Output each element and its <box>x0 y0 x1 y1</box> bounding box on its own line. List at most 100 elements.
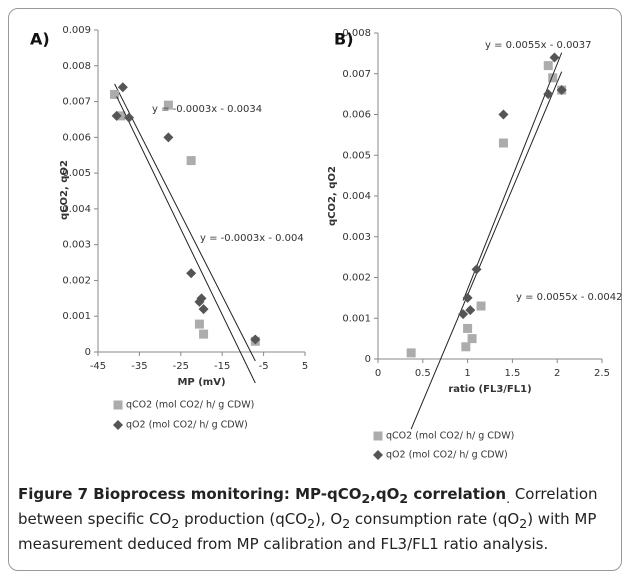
point <box>111 110 122 121</box>
subscript: . <box>506 491 511 506</box>
point <box>406 348 416 358</box>
y-tick-label: 0.001 <box>62 311 91 322</box>
point <box>458 309 469 320</box>
text-run: ) with MP measurement deduced from MP ca… <box>18 510 597 553</box>
text-run: Correlation between specific CO <box>18 485 598 528</box>
subscript: 2 <box>307 516 315 531</box>
subscript: 2 <box>519 516 528 531</box>
x-tick-label: -15 <box>214 361 230 372</box>
text-run: Figure 7 Bioprocess monitoring: MP-qCO <box>18 485 362 503</box>
y-tick-label: 0.005 <box>342 150 371 161</box>
x-tick-label: 0 <box>375 368 381 379</box>
point <box>117 82 128 93</box>
y-tick-label: 0.001 <box>342 313 371 324</box>
point <box>549 52 560 63</box>
y-tick-label: 0.004 <box>342 191 371 202</box>
x-tick-label: -45 <box>90 361 106 372</box>
y-tick-label: 0.006 <box>342 110 371 121</box>
y-tick-label: 0.004 <box>62 204 91 215</box>
legend-marker <box>373 431 383 441</box>
panel-label: A) <box>30 30 50 49</box>
y-tick-label: 0.006 <box>62 132 91 143</box>
annotation: y = -0.0003x - 0.004 <box>200 233 304 244</box>
point <box>194 319 204 329</box>
point <box>463 323 473 333</box>
trendline <box>116 96 256 384</box>
point <box>461 342 471 352</box>
figure: A) 0 0.001 0.002 0.003 0.004 0.005 0.006 0.007 0.… <box>30 25 623 461</box>
subscript: 2 <box>399 491 409 506</box>
y-tick-label: 0.008 <box>62 61 91 72</box>
y-tick-label: 0.003 <box>342 232 371 243</box>
point <box>543 89 554 100</box>
subscript: 2 <box>342 516 351 531</box>
point <box>465 305 476 316</box>
annotation: y = 0.0055x - 0.0042 <box>516 292 623 303</box>
legend-label: qO2 (mol CO2/ h/ g CDW) <box>126 420 248 431</box>
caption-title: Figure 7 Bioprocess monitoring: MP-qCO2,… <box>18 485 511 506</box>
y-axis-label: qCO2, qO2 <box>327 166 338 226</box>
text-run: production (qCO <box>179 510 308 528</box>
y-tick-label: 0.009 <box>62 25 91 36</box>
point <box>196 293 207 304</box>
subscript: 2 <box>361 491 371 506</box>
trendline <box>462 52 563 301</box>
caption-text: Correlation between specific CO2 product… <box>18 485 598 553</box>
point <box>186 268 197 279</box>
x-axis-label: ratio (FL3/FL1) <box>448 384 531 395</box>
point <box>124 112 135 123</box>
x-tick-label: -25 <box>173 361 189 372</box>
y-tick-label: 0.008 <box>342 28 371 39</box>
annotation: y = 0.0055x - 0.0037 <box>485 40 592 51</box>
point <box>163 132 174 143</box>
point <box>556 85 567 96</box>
point <box>498 109 509 120</box>
text-run: ,qO <box>370 485 400 503</box>
text-run: consumption rate (qO <box>350 510 520 528</box>
y-axis-label: qCO2, qO2 <box>59 160 70 220</box>
point <box>543 61 553 71</box>
annotation: y = -0.0003x - 0.0034 <box>152 104 262 115</box>
subscript: 2 <box>171 516 180 531</box>
y-tick-label: 0.002 <box>62 275 91 286</box>
point <box>250 334 261 345</box>
point <box>110 89 120 99</box>
legend-marker <box>113 420 123 430</box>
text-run: correlation <box>408 485 507 503</box>
x-axis-label: MP (mV) <box>177 377 225 388</box>
x-tick-label: 2 <box>554 368 560 379</box>
x-tick-label: 0.5 <box>415 368 431 379</box>
y-tick-label: 0.002 <box>342 273 371 284</box>
point <box>471 264 482 275</box>
figure-frame <box>8 8 622 571</box>
legend-marker <box>113 400 123 410</box>
y-tick-label: 0.007 <box>62 97 91 108</box>
point <box>186 156 196 166</box>
panel-label: B) <box>334 30 354 49</box>
y-tick-label: 0.005 <box>62 168 91 179</box>
legend-label: qCO2 (mol CO2/ h/ g CDW) <box>126 400 254 411</box>
x-tick-label: -5 <box>259 361 269 372</box>
point <box>548 73 558 83</box>
y-tick-label: 0.003 <box>62 240 91 251</box>
point <box>498 138 508 148</box>
legend-label: qO2 (mol CO2/ h/ g CDW) <box>386 450 508 461</box>
x-tick-label: 2.5 <box>594 368 610 379</box>
x-tick-label: 1.5 <box>504 368 520 379</box>
point <box>462 292 473 303</box>
trendline <box>114 83 256 362</box>
point <box>467 334 477 344</box>
trendline <box>410 71 563 430</box>
y-tick-label: 0.007 <box>342 69 371 80</box>
point <box>476 301 486 311</box>
text-run: ), O <box>315 510 343 528</box>
legend-label: qCO2 (mol CO2/ h/ g CDW) <box>386 431 514 442</box>
y-tick-label: 0 <box>365 354 371 365</box>
y-tick-label: 0 <box>85 347 91 358</box>
point <box>163 100 173 110</box>
x-tick-label: -35 <box>131 361 147 372</box>
x-tick-label: 1 <box>464 368 470 379</box>
x-tick-label: 5 <box>302 361 308 372</box>
legend-marker <box>373 450 383 460</box>
